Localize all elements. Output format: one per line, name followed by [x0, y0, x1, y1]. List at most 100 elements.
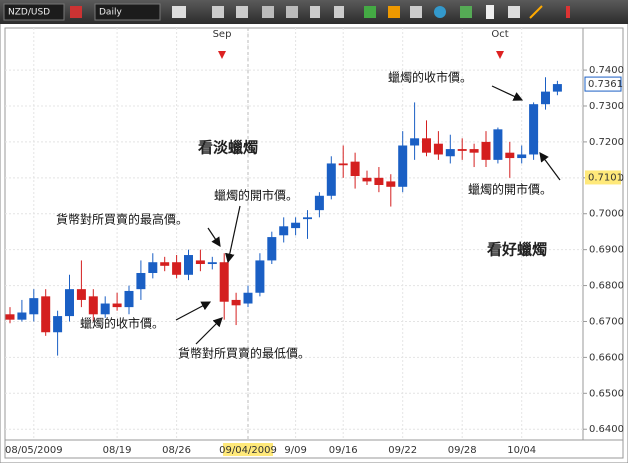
candle-body — [362, 177, 372, 182]
y-tick-label: 0.6800 — [589, 281, 624, 292]
crosshair-price-box — [585, 170, 621, 185]
tool-icon[interactable] — [172, 6, 186, 18]
candle-body — [422, 138, 431, 153]
candle-body — [552, 84, 562, 92]
last-price-box — [584, 76, 622, 92]
arrow — [225, 205, 241, 264]
candle-body — [314, 195, 324, 211]
candle-body — [231, 299, 241, 306]
candle-body — [505, 152, 515, 159]
tool-icon[interactable] — [310, 6, 320, 18]
candle-body — [291, 222, 301, 229]
annotation: 蠟燭的收市價。 — [80, 316, 164, 331]
candle-body — [195, 260, 205, 265]
annotation: 蠟燭的開市價。 — [214, 188, 298, 203]
candle-body — [493, 129, 503, 160]
candle-body — [29, 298, 39, 315]
candle-body — [517, 154, 527, 159]
y-tick-label: 0.6500 — [589, 388, 624, 399]
tool-icon[interactable] — [70, 6, 82, 18]
x-tick-label: 08/19 — [103, 445, 132, 456]
candle-body — [172, 262, 182, 275]
candle-body — [386, 181, 396, 187]
candle-body — [148, 262, 158, 273]
candle-body — [374, 177, 384, 185]
tool-icon[interactable] — [486, 5, 494, 19]
candle-body — [267, 237, 277, 261]
y-tick-label: 0.6600 — [589, 352, 624, 363]
x-tick-label: 09/16 — [329, 445, 358, 456]
candle-body — [100, 303, 110, 315]
candle-body — [243, 292, 253, 304]
candle-body — [124, 290, 134, 308]
candle-body — [433, 143, 443, 155]
candle-body — [184, 255, 193, 275]
symbol-text: NZD/USD — [8, 8, 50, 18]
tool-icon[interactable] — [212, 6, 224, 18]
symbol-select[interactable] — [3, 3, 65, 21]
candle-body — [326, 163, 336, 196]
month-marker — [218, 51, 226, 59]
toolbar: NZD/USD Daily — [0, 0, 628, 24]
x-tick-label: 9/09 — [284, 445, 306, 456]
y-tick-label: 0.7300 — [589, 101, 624, 112]
y-tick-label: 0.7400 — [589, 65, 624, 76]
candle-body — [398, 145, 408, 187]
tool-icon[interactable] — [364, 6, 376, 18]
tool-icon[interactable] — [388, 6, 400, 18]
tool-icon[interactable] — [334, 6, 344, 18]
y-tick-label: 0.6700 — [589, 316, 624, 327]
month-label: Oct — [491, 29, 508, 40]
tool-icon[interactable] — [286, 6, 298, 18]
last-price-label: 0.7361 — [588, 79, 623, 90]
annotation: 看好蠟燭 — [487, 241, 547, 259]
tool-icon[interactable] — [529, 5, 543, 19]
tool-icon[interactable] — [236, 6, 248, 18]
x-tick-label: 09/28 — [448, 445, 477, 456]
tool-icon[interactable] — [460, 6, 472, 18]
candle-body — [469, 149, 479, 153]
arrow — [175, 301, 212, 321]
tool-icon[interactable] — [508, 6, 520, 18]
x-tick-label: 10/04 — [507, 445, 536, 456]
candle-body — [541, 91, 550, 105]
candle-body — [303, 217, 312, 220]
candle-body — [410, 138, 420, 146]
candle-body — [207, 262, 217, 265]
candle-body — [445, 149, 455, 157]
tool-icon[interactable] — [434, 6, 446, 18]
annotation: 貨幣對所買賣的最低價。 — [178, 346, 310, 361]
candle-body — [65, 289, 74, 317]
y-tick-label: 0.7000 — [589, 209, 624, 220]
candle-body — [112, 303, 122, 308]
candle-body — [338, 163, 348, 166]
candle-body — [219, 262, 229, 302]
y-tick-label: 0.6400 — [589, 424, 624, 435]
arrow — [539, 152, 561, 181]
tool-icon[interactable] — [410, 6, 422, 18]
x-tick-label: 09/04/2009 — [219, 445, 277, 456]
y-tick-label: 0.6900 — [589, 245, 624, 256]
candle-body — [41, 296, 51, 333]
candle-body — [350, 161, 360, 177]
tool-icon[interactable] — [262, 6, 274, 18]
tool-icon[interactable] — [566, 6, 570, 18]
timeframe-select[interactable] — [94, 3, 161, 21]
month-marker — [496, 51, 504, 59]
crosshair-price-label: 0.7101 — [588, 172, 623, 183]
arrow — [491, 85, 524, 101]
annotation: 貨幣對所買賣的最高價。 — [56, 212, 188, 227]
y-tick-label: 0.7200 — [589, 137, 624, 148]
chart-border — [4, 27, 624, 459]
arrow — [195, 317, 223, 345]
candle-body — [255, 260, 265, 293]
x-tick-label: 08/05/2009 — [5, 445, 63, 456]
annotation: 看淡蠟燭 — [198, 139, 258, 157]
candle-body — [529, 104, 539, 155]
plot: 0.6400 0.6500 0.6600 0.6700 0.6800 0.6900 0.70… — [5, 28, 624, 456]
candle-body — [457, 149, 467, 151]
candle-body — [481, 141, 491, 160]
candle-body — [88, 296, 98, 315]
